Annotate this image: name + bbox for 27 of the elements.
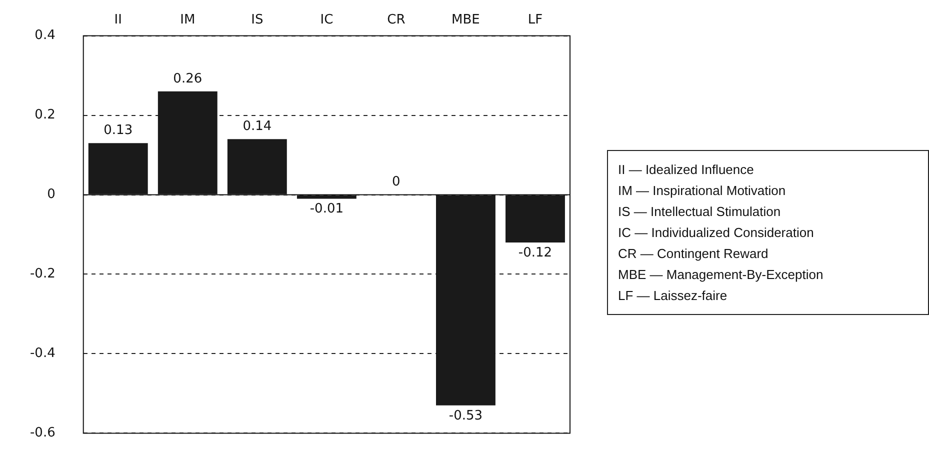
data-label: -0.12 bbox=[518, 245, 552, 260]
data-label: 0.26 bbox=[173, 71, 202, 86]
data-label: -0.53 bbox=[448, 408, 483, 424]
x-tick-label: LF bbox=[528, 12, 543, 28]
y-tick-label: -0.6 bbox=[30, 426, 56, 441]
y-tick-label: 0.2 bbox=[34, 108, 56, 123]
x-tick-label: IM bbox=[180, 12, 196, 28]
y-tick-label: 0 bbox=[47, 187, 56, 202]
x-tick-label: IS bbox=[251, 12, 264, 28]
x-tick-label: MBE bbox=[452, 12, 480, 28]
text: IM — Inspirational Motivation bbox=[618, 182, 787, 200]
data-label: -0.01 bbox=[310, 202, 344, 217]
data-label: 0.13 bbox=[104, 122, 133, 138]
x-tick-label: II bbox=[114, 12, 122, 28]
y-tick-label: -0.4 bbox=[30, 346, 56, 362]
y-tick-label: -0.2 bbox=[30, 266, 56, 282]
x-tick-label: CR bbox=[387, 12, 406, 28]
x-tick-label: IC bbox=[320, 12, 334, 28]
text: IC — Individualized Consideration bbox=[618, 224, 815, 242]
text: CR — Contingent Reward bbox=[618, 245, 770, 263]
data-label: 0 bbox=[392, 174, 400, 190]
text: MBE — Management-By-Exception bbox=[618, 266, 824, 284]
text: IS — Intellectual Stimulation bbox=[618, 203, 782, 221]
y-tick-label: 0.4 bbox=[34, 28, 56, 44]
text: LF — Laissez-faire bbox=[618, 287, 728, 305]
text: II — Idealized Influence bbox=[618, 161, 755, 179]
data-label: 0.14 bbox=[242, 119, 272, 134]
